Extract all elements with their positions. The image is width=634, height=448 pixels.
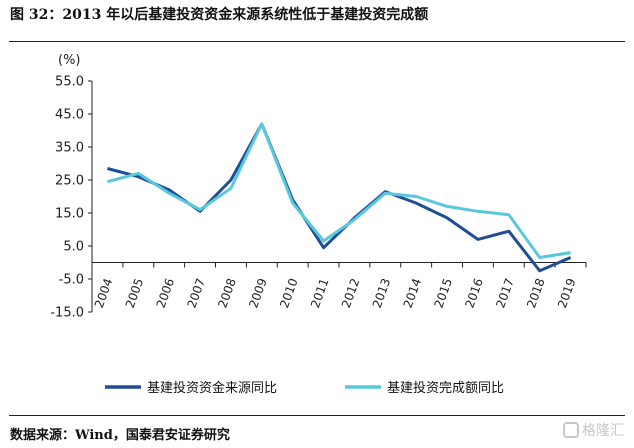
x-tick-label: 2019 <box>555 276 579 309</box>
y-tick-label: -5.0 <box>59 273 84 288</box>
y-tick-label: 15.0 <box>55 207 84 222</box>
y-tick-label: 45.0 <box>55 108 84 123</box>
y-tick-label: 35.0 <box>55 141 84 156</box>
x-tick-label: 2015 <box>432 276 456 309</box>
source-note: 数据来源：Wind，国泰君安证券研究 <box>10 428 230 443</box>
legend-label-1: 基建投资资金来源同比 <box>147 380 277 396</box>
y-tick-label: 25.0 <box>55 174 84 189</box>
figure-title: 图 32：2013 年以后基建投资资金来源系统性低于基建投资完成额 <box>10 7 429 23</box>
x-tick-label: 2008 <box>215 276 239 309</box>
legend: 基建投资资金来源同比 基建投资完成额同比 <box>105 380 504 396</box>
x-tick-label: 2009 <box>246 276 270 309</box>
y-axis: 55.0 45.0 35.0 25.0 15.0 5.0 -5.0 -15.0 <box>50 75 93 321</box>
line-chart: (%) 55.0 45.0 35.0 25.0 15.0 5.0 -5.0 -15.0 200… <box>50 53 587 396</box>
x-tick-label: 2006 <box>154 276 178 309</box>
watermark-logo-icon <box>563 422 579 438</box>
x-tick-label: 2013 <box>370 276 394 309</box>
legend-label-2: 基建投资完成额同比 <box>387 380 504 396</box>
title-rule <box>9 41 625 42</box>
x-tick-label: 2007 <box>185 276 209 309</box>
x-tick-label: 2017 <box>493 276 517 309</box>
watermark-text: 格隆汇 <box>582 423 624 439</box>
x-tick-label: 2016 <box>462 276 486 309</box>
series-layer <box>107 122 572 273</box>
watermark: 格隆汇 <box>563 420 624 440</box>
x-tick-label: 2012 <box>339 276 363 309</box>
x-tick-label: 2014 <box>401 276 425 309</box>
y-tick-label: 5.0 <box>63 240 84 255</box>
x-tick-label: 2010 <box>277 276 301 309</box>
y-unit-label: (%) <box>58 53 81 68</box>
x-axis: 2004 2005 2006 2007 2008 2009 2010 2011 2012 2013… <box>91 262 587 310</box>
series-line-2 <box>107 122 571 259</box>
y-tick-label: 55.0 <box>55 75 84 90</box>
x-tick-label: 2004 <box>92 276 116 309</box>
x-tick-label: 2018 <box>524 276 548 309</box>
source-rule <box>9 415 625 416</box>
y-tick-label: -15.0 <box>50 306 84 321</box>
x-tick-label: 2005 <box>123 276 147 309</box>
x-tick-label: 2011 <box>308 276 332 309</box>
